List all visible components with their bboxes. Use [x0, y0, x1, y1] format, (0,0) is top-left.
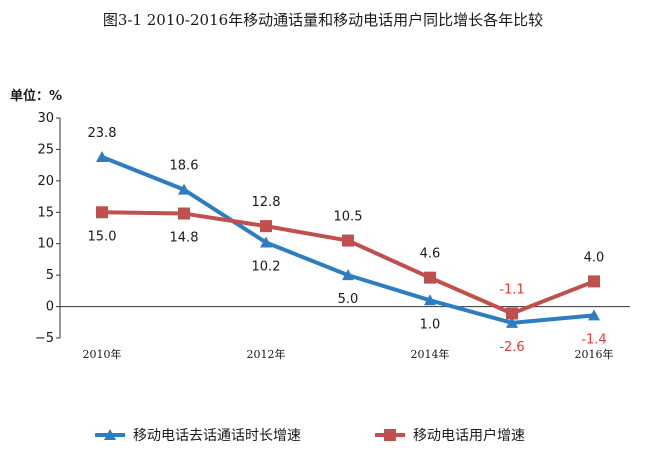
chart-title: 图3-1 2010-2016年移动通话量和移动电话用户同比增长各年比较	[103, 11, 543, 29]
legend-item-2: 移动电话用户增速	[375, 427, 525, 444]
data-label: 12.8	[252, 195, 281, 210]
x-tick-label: 2012年	[247, 347, 286, 361]
legend-label: 移动电话用户增速	[413, 427, 525, 444]
data-point	[178, 183, 190, 195]
x-tick-label: 2010年	[83, 347, 122, 361]
legend-label: 移动电话去话通话时长增速	[133, 428, 301, 444]
x-tick-label: 2016年	[575, 347, 614, 361]
data-point	[342, 234, 354, 247]
y-tick-label: −5	[35, 331, 54, 346]
data-point	[588, 309, 600, 321]
data-label: 18.6	[170, 159, 199, 174]
data-label: 1.0	[420, 317, 441, 332]
data-label: 4.0	[584, 250, 605, 265]
unit-label: 单位：%	[10, 88, 62, 104]
data-point	[506, 316, 518, 328]
data-point	[506, 307, 518, 320]
y-axis-ticks: 30 25 20 15 10 5 0 −5	[35, 111, 60, 346]
y-tick-label: 0	[46, 300, 54, 315]
data-label: -1.4	[581, 332, 606, 347]
data-label: 4.6	[420, 247, 441, 262]
data-label: 15.0	[88, 229, 117, 244]
data-label: -2.6	[499, 340, 524, 355]
series-2	[96, 206, 600, 320]
data-point	[96, 150, 108, 162]
data-point	[342, 269, 354, 281]
x-tick-label: 2014年	[411, 347, 450, 361]
data-label: 14.8	[170, 231, 199, 246]
legend-marker	[384, 429, 396, 441]
data-point	[96, 206, 108, 219]
data-point	[588, 275, 600, 288]
y-tick-label: 10	[37, 237, 54, 252]
y-tick-label: 5	[46, 268, 54, 283]
data-point	[424, 294, 436, 306]
y-tick-label: 25	[37, 142, 54, 157]
data-label: 10.5	[334, 210, 363, 225]
data-point	[178, 207, 190, 220]
data-point	[260, 236, 272, 248]
series-layer	[96, 150, 600, 328]
data-point	[424, 271, 436, 284]
legend-item-1: 移动电话去话通话时长增速	[95, 428, 301, 444]
x-axis-ticks: 2010年 2012年 2014年 2016年	[83, 347, 614, 361]
series-1	[96, 150, 600, 328]
data-label: 23.8	[88, 126, 117, 141]
data-label: 10.2	[252, 259, 281, 274]
data-point	[260, 220, 272, 233]
data-label: 5.0	[338, 292, 359, 307]
legend: 移动电话去话通话时长增速 移动电话用户增速	[95, 427, 525, 444]
y-tick-label: 15	[37, 205, 54, 220]
data-labels-layer: 23.8 18.6 10.2 5.0 1.0 -2.6 -1.4 15.0 14.8 12.8 10…	[88, 126, 607, 355]
data-label: -1.1	[499, 282, 524, 297]
y-tick-label: 30	[37, 111, 54, 126]
legend-marker	[104, 429, 116, 440]
y-tick-label: 20	[37, 174, 54, 189]
